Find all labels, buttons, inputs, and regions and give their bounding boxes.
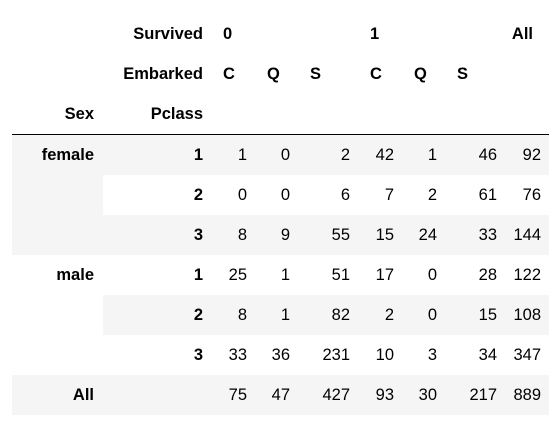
pclass-cell: 2 bbox=[103, 175, 211, 215]
embarked-header-q-1: Q bbox=[402, 54, 445, 94]
value-cell: 2 bbox=[358, 295, 402, 335]
value-cell: 1 bbox=[255, 255, 298, 295]
row-total-cell: 122 bbox=[505, 255, 549, 295]
pclass-index-label: Pclass bbox=[103, 94, 211, 135]
totals-pclass-blank bbox=[103, 375, 211, 415]
value-cell: 1 bbox=[255, 295, 298, 335]
embarked-header-all-blank bbox=[505, 54, 549, 94]
index-blank-1 bbox=[211, 94, 255, 135]
index-blank-2 bbox=[255, 94, 298, 135]
header-row-embarked: Embarked C Q S C Q S bbox=[12, 54, 549, 94]
index-blank-6 bbox=[445, 94, 505, 135]
value-cell: 8 bbox=[211, 295, 255, 335]
value-cell: 42 bbox=[358, 134, 402, 175]
value-cell: 0 bbox=[255, 134, 298, 175]
embarked-header-s-0: S bbox=[298, 54, 358, 94]
value-cell: 55 bbox=[298, 215, 358, 255]
sex-group-spacer bbox=[12, 175, 103, 215]
pclass-cell: 3 bbox=[103, 335, 211, 375]
value-cell: 8 bbox=[211, 215, 255, 255]
table-row: 3 8 9 55 15 24 33 144 bbox=[12, 215, 549, 255]
grand-total-cell: 889 bbox=[505, 375, 549, 415]
total-cell: 93 bbox=[358, 375, 402, 415]
all-column-header: All bbox=[505, 14, 549, 54]
pivot-table: Survived 0 1 All Embarked C Q S C Q S Se… bbox=[12, 14, 549, 415]
header-corner bbox=[12, 14, 103, 54]
totals-row: All 75 47 427 93 30 217 889 bbox=[12, 375, 549, 415]
value-cell: 15 bbox=[358, 215, 402, 255]
row-total-cell: 108 bbox=[505, 295, 549, 335]
total-cell: 75 bbox=[211, 375, 255, 415]
survived-header-label: Survived bbox=[103, 14, 211, 54]
total-cell: 47 bbox=[255, 375, 298, 415]
sex-group-spacer bbox=[12, 295, 103, 335]
embarked-header-c-1: C bbox=[358, 54, 402, 94]
pclass-cell: 1 bbox=[103, 134, 211, 175]
value-cell: 7 bbox=[358, 175, 402, 215]
sex-group-spacer bbox=[12, 335, 103, 375]
table-header: Survived 0 1 All Embarked C Q S C Q S Se… bbox=[12, 14, 549, 135]
value-cell: 33 bbox=[445, 215, 505, 255]
value-cell: 28 bbox=[445, 255, 505, 295]
sex-female-label: female bbox=[12, 134, 103, 175]
value-cell: 9 bbox=[255, 215, 298, 255]
totals-label: All bbox=[12, 375, 103, 415]
value-cell: 3 bbox=[402, 335, 445, 375]
value-cell: 0 bbox=[211, 175, 255, 215]
table-row: 2 8 1 82 2 0 15 108 bbox=[12, 295, 549, 335]
value-cell: 2 bbox=[402, 175, 445, 215]
value-cell: 0 bbox=[402, 255, 445, 295]
value-cell: 6 bbox=[298, 175, 358, 215]
value-cell: 82 bbox=[298, 295, 358, 335]
index-blank-4 bbox=[358, 94, 402, 135]
pclass-cell: 1 bbox=[103, 255, 211, 295]
embarked-header-c-0: C bbox=[211, 54, 255, 94]
embarked-header-q-0: Q bbox=[255, 54, 298, 94]
total-cell: 427 bbox=[298, 375, 358, 415]
survived-0-header: 0 bbox=[211, 14, 358, 54]
row-total-cell: 76 bbox=[505, 175, 549, 215]
header-corner-2 bbox=[12, 54, 103, 94]
table-row: 3 33 36 231 10 3 34 347 bbox=[12, 335, 549, 375]
row-total-cell: 144 bbox=[505, 215, 549, 255]
table-row: 2 0 0 6 7 2 61 76 bbox=[12, 175, 549, 215]
value-cell: 0 bbox=[402, 295, 445, 335]
embarked-header-s-1: S bbox=[445, 54, 505, 94]
total-cell: 30 bbox=[402, 375, 445, 415]
value-cell: 33 bbox=[211, 335, 255, 375]
value-cell: 51 bbox=[298, 255, 358, 295]
total-cell: 217 bbox=[445, 375, 505, 415]
value-cell: 2 bbox=[298, 134, 358, 175]
value-cell: 231 bbox=[298, 335, 358, 375]
row-total-cell: 347 bbox=[505, 335, 549, 375]
table-row: female 1 1 0 2 42 1 46 92 bbox=[12, 134, 549, 175]
embarked-header-label: Embarked bbox=[103, 54, 211, 94]
header-row-index-names: Sex Pclass bbox=[12, 94, 549, 135]
value-cell: 1 bbox=[211, 134, 255, 175]
value-cell: 15 bbox=[445, 295, 505, 335]
index-blank-7 bbox=[505, 94, 549, 135]
survived-1-header: 1 bbox=[358, 14, 505, 54]
value-cell: 1 bbox=[402, 134, 445, 175]
pclass-cell: 3 bbox=[103, 215, 211, 255]
index-blank-5 bbox=[402, 94, 445, 135]
value-cell: 34 bbox=[445, 335, 505, 375]
sex-male-label: male bbox=[12, 255, 103, 295]
value-cell: 61 bbox=[445, 175, 505, 215]
header-row-survived: Survived 0 1 All bbox=[12, 14, 549, 54]
value-cell: 46 bbox=[445, 134, 505, 175]
index-blank-3 bbox=[298, 94, 358, 135]
table-body: female 1 1 0 2 42 1 46 92 2 0 0 6 7 2 61… bbox=[12, 134, 549, 415]
value-cell: 36 bbox=[255, 335, 298, 375]
row-total-cell: 92 bbox=[505, 134, 549, 175]
value-cell: 17 bbox=[358, 255, 402, 295]
value-cell: 0 bbox=[255, 175, 298, 215]
pclass-cell: 2 bbox=[103, 295, 211, 335]
value-cell: 24 bbox=[402, 215, 445, 255]
value-cell: 10 bbox=[358, 335, 402, 375]
sex-index-label: Sex bbox=[12, 94, 103, 135]
value-cell: 25 bbox=[211, 255, 255, 295]
sex-group-spacer bbox=[12, 215, 103, 255]
table-row: male 1 25 1 51 17 0 28 122 bbox=[12, 255, 549, 295]
